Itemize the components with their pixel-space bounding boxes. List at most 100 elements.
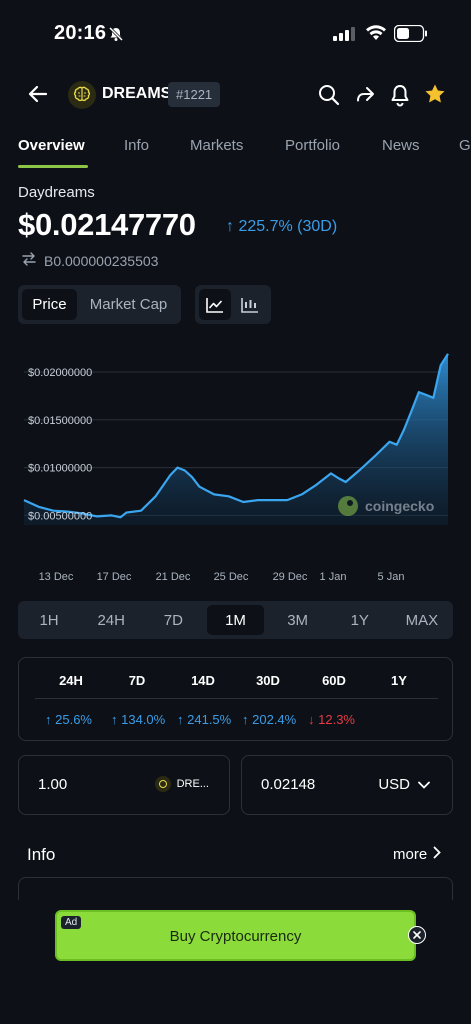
chart-type-toggle — [195, 285, 271, 324]
performance-table: 24H ↑ 25.6% 7D ↑ 134.0% 14D ↑ 241.5% 30D ↑ 202.… — [18, 657, 453, 741]
share-icon[interactable] — [354, 84, 376, 111]
market-cap-toggle-button[interactable]: Market Cap — [89, 296, 168, 313]
performance-period: 14D — [191, 673, 215, 688]
performance-period: 24H — [59, 673, 83, 688]
x-tick-label: 17 Dec — [97, 571, 132, 583]
status-bar: 20:16 — [0, 0, 471, 66]
bell-off-icon — [108, 26, 124, 47]
performance-value: ↑ 134.0% — [111, 712, 165, 727]
coingecko-watermark: coingecko — [338, 496, 434, 516]
range-option-1y[interactable]: 1Y — [350, 611, 369, 629]
performance-divider — [35, 698, 438, 699]
time-range-selector: 1H 24H 7D 1M 3M 1Y MAX — [18, 601, 453, 639]
current-price: $0.02147770 — [18, 207, 196, 242]
range-option-1m[interactable]: 1M — [207, 605, 264, 635]
performance-percent: 241.5% — [187, 712, 232, 727]
tab-partial[interactable]: G — [459, 137, 471, 154]
chevron-down-icon — [418, 776, 430, 793]
price-toggle-button[interactable]: Price — [22, 289, 77, 320]
range-option-1h[interactable]: 1H — [39, 611, 59, 629]
performance-value: ↑ 25.6% — [45, 712, 92, 727]
coin-tabs: Overview Info Markets Portfolio News G — [0, 132, 471, 168]
converter-coin-label: DRE... — [176, 778, 209, 790]
status-time: 20:16 — [54, 22, 107, 44]
ad-cta-label[interactable]: Buy Cryptocurrency — [169, 928, 302, 945]
rank-badge: #1221 — [168, 82, 221, 107]
y-tick-label: $0.01000000 — [28, 463, 92, 475]
x-tick-label: 5 Jan — [378, 571, 405, 583]
range-option-7d[interactable]: 7D — [163, 611, 183, 629]
x-tick-label: 1 Jan — [320, 571, 347, 583]
ad-badge: Ad — [61, 916, 82, 929]
tab-portfolio[interactable]: Portfolio — [285, 137, 341, 154]
price-marketcap-toggle: Price Market Cap — [18, 285, 181, 324]
arrow-up-icon: ↑ — [177, 712, 188, 727]
coin-name: Daydreams — [18, 184, 95, 201]
converter-coin-field[interactable]: 1.00 DRE... — [18, 755, 230, 815]
candlestick-chart-icon[interactable] — [234, 289, 266, 320]
arrow-up-icon: ↑ — [242, 712, 253, 727]
btc-price-row: B0.000000235503 — [22, 252, 158, 269]
btc-price: B0.000000235503 — [44, 252, 159, 269]
y-tick-label: $0.02000000 — [28, 367, 92, 379]
coin-header: DREAMS #1221 — [0, 76, 471, 114]
bell-alert-icon[interactable] — [389, 83, 411, 112]
swap-icon — [22, 252, 36, 269]
performance-value: ↑ 202.4% — [242, 712, 296, 727]
tab-active-indicator — [18, 165, 88, 168]
performance-period: 7D — [128, 673, 146, 688]
price-area — [24, 353, 448, 525]
tab-news[interactable]: News — [382, 137, 420, 154]
converter-coin-unit[interactable]: DRE... — [154, 776, 209, 792]
arrow-down-icon: ↓ — [308, 712, 319, 727]
performance-percent: 25.6% — [55, 712, 92, 727]
star-favorite-icon[interactable] — [424, 83, 446, 110]
price-change: ↑ 225.7% (30D) — [226, 218, 337, 236]
converter-fiat-field[interactable]: 0.02148 USD — [241, 755, 453, 815]
brain-coin-mini-icon — [154, 776, 171, 792]
performance-percent: 202.4% — [252, 712, 297, 727]
line-chart-icon[interactable] — [199, 289, 231, 320]
arrow-up-icon: ↑ — [226, 218, 234, 235]
price-chart[interactable]: $0.02000000 $0.01500000 $0.01000000 $0.0050… — [0, 340, 471, 590]
back-arrow-icon[interactable] — [26, 82, 50, 111]
range-option-max[interactable]: MAX — [405, 611, 439, 629]
more-label: more — [393, 846, 428, 863]
info-card — [18, 877, 453, 917]
search-icon[interactable] — [318, 84, 340, 111]
currency-select[interactable]: USD — [378, 776, 430, 793]
close-ad-icon[interactable] — [408, 926, 426, 944]
x-tick-label: 25 Dec — [214, 571, 249, 583]
y-tick-label: $0.01500000 — [28, 415, 92, 427]
price-change-value: 225.7% (30D) — [238, 218, 338, 235]
performance-percent: 12.3% — [318, 712, 355, 727]
chevron-right-icon — [433, 846, 441, 863]
watermark-text: coingecko — [365, 498, 434, 514]
converter-amount[interactable]: 1.00 — [38, 776, 68, 793]
tab-markets[interactable]: Markets — [190, 137, 244, 154]
performance-period: 60D — [322, 673, 346, 688]
x-tick-label: 21 Dec — [156, 571, 191, 583]
performance-value: ↑ 241.5% — [177, 712, 231, 727]
y-tick-label: $0.00500000 — [28, 510, 92, 522]
price-chart-svg: $0.02000000 $0.01500000 $0.01000000 $0.0050… — [23, 353, 449, 583]
converter-result[interactable]: 0.02148 — [261, 776, 316, 793]
performance-percent: 134.0% — [121, 712, 166, 727]
arrow-up-icon: ↑ — [111, 712, 122, 727]
performance-period: 1Y — [391, 673, 407, 688]
tab-overview[interactable]: Overview — [18, 137, 85, 154]
price-line — [23, 353, 449, 519]
tab-info[interactable]: Info — [124, 137, 150, 154]
coin-symbol: DREAMS — [102, 85, 172, 102]
ad-banner[interactable]: Ad Buy Cryptocurrency — [55, 910, 416, 961]
wifi-icon — [365, 25, 387, 46]
signal-icon — [333, 27, 357, 46]
performance-period: 30D — [256, 673, 280, 688]
x-tick-label: 13 Dec — [39, 571, 74, 583]
arrow-up-icon: ↑ — [45, 712, 56, 727]
info-more-link[interactable]: more — [393, 846, 441, 863]
performance-value: ↓ 12.3% — [308, 712, 355, 727]
range-option-24h[interactable]: 24H — [97, 611, 125, 629]
info-section-title: Info — [27, 845, 56, 864]
range-option-3m[interactable]: 3M — [287, 611, 309, 629]
